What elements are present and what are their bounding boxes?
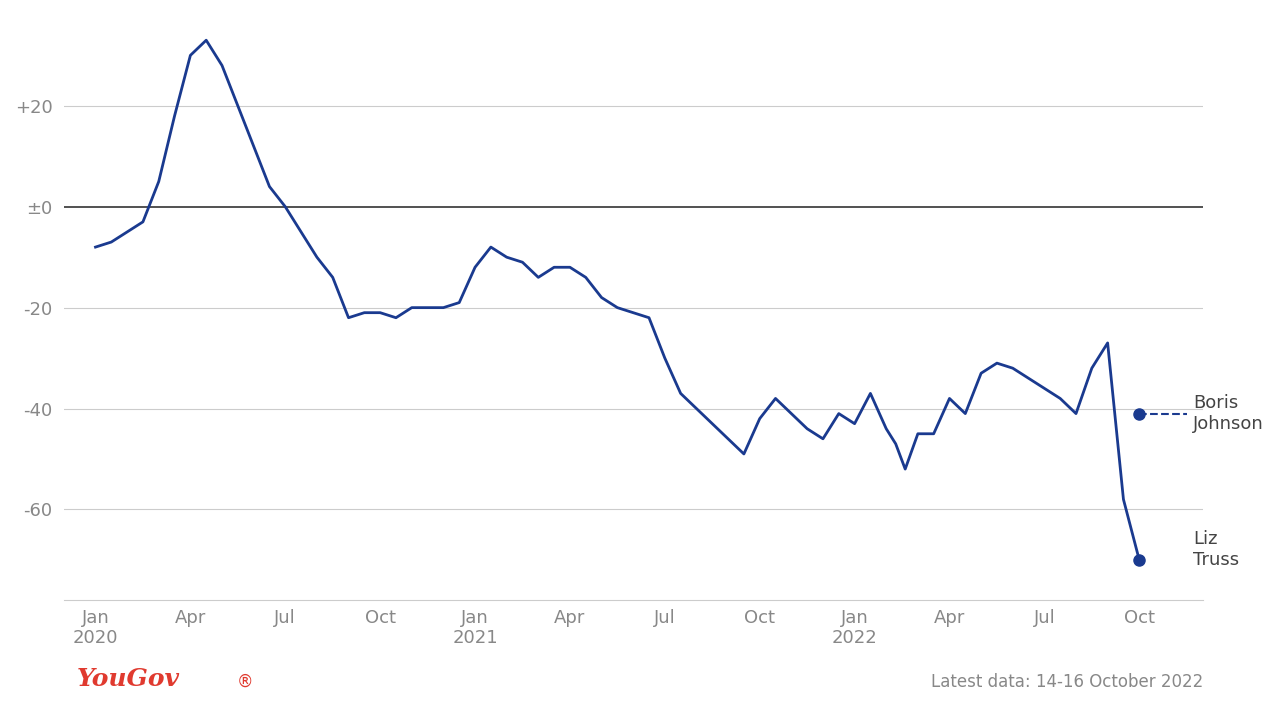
Text: ®: ® <box>237 673 253 691</box>
Text: Liz
Truss: Liz Truss <box>1193 531 1239 570</box>
Text: Latest data: 14-16 October 2022: Latest data: 14-16 October 2022 <box>931 673 1203 691</box>
Text: Boris
Johnson: Boris Johnson <box>1193 394 1263 433</box>
Text: YouGov: YouGov <box>77 667 179 691</box>
